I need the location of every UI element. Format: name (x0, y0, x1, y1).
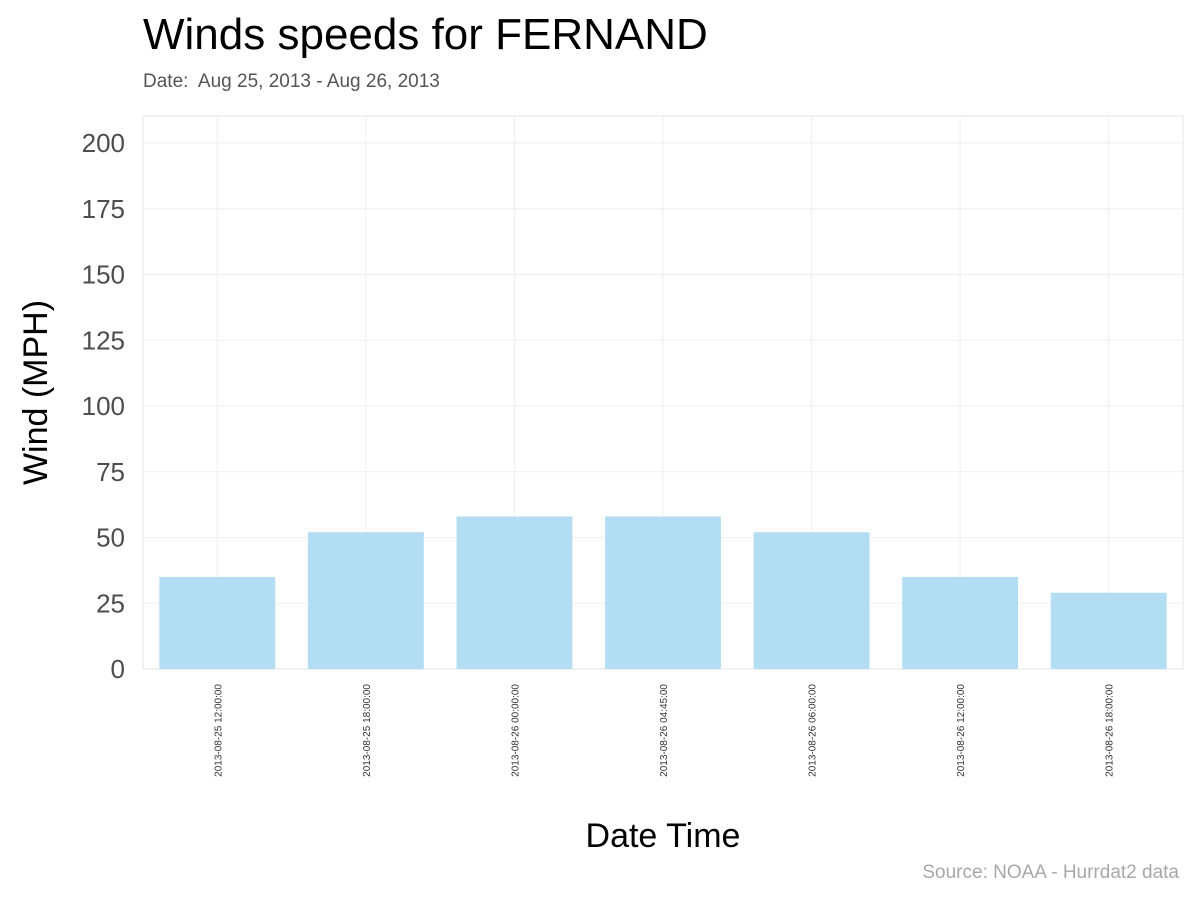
x-tick-label: 2013-08-25 12:00:00 (213, 684, 224, 777)
y-tick-label: 125 (82, 325, 125, 355)
source-caption: Source: NOAA - Hurrdat2 data (922, 862, 1179, 883)
chart-subtitle: Date: Aug 25, 2013 - Aug 26, 2013 (143, 71, 440, 92)
y-tick-label: 75 (96, 457, 125, 487)
x-tick-label: 2013-08-26 04:45:00 (659, 684, 670, 777)
x-tick-label: 2013-08-26 12:00:00 (956, 684, 967, 777)
y-tick-label: 25 (96, 588, 125, 618)
y-tick-label: 0 (111, 654, 125, 684)
bar (456, 516, 573, 669)
y-tick-label: 200 (82, 128, 125, 158)
x-tick-label: 2013-08-26 00:00:00 (510, 684, 521, 777)
y-tick-label: 175 (82, 194, 125, 224)
x-tick-label: 2013-08-26 18:00:00 (1105, 684, 1116, 777)
y-tick-label: 150 (82, 260, 125, 290)
bars (159, 516, 1167, 669)
x-axis-ticks: 2013-08-25 12:00:00 2013-08-25 18:00:00 20… (213, 684, 1115, 777)
y-tick-label: 50 (96, 523, 125, 553)
y-tick-label: 100 (82, 391, 125, 421)
x-tick-label: 2013-08-26 06:00:00 (808, 684, 819, 777)
x-axis-title: Date Time (586, 817, 741, 855)
x-tick-label: 2013-08-25 18:00:00 (362, 684, 373, 777)
bar (605, 516, 721, 669)
bar (307, 532, 424, 669)
bar (159, 576, 276, 669)
chart-title: Winds speeds for FERNAND (143, 10, 708, 59)
bar (902, 576, 1019, 669)
y-axis-title: Wind (MPH) (17, 300, 55, 485)
y-axis-ticks: 0 25 50 75 100 125 150 175 200 (82, 128, 125, 684)
bar (753, 532, 870, 669)
bar (1050, 592, 1167, 669)
